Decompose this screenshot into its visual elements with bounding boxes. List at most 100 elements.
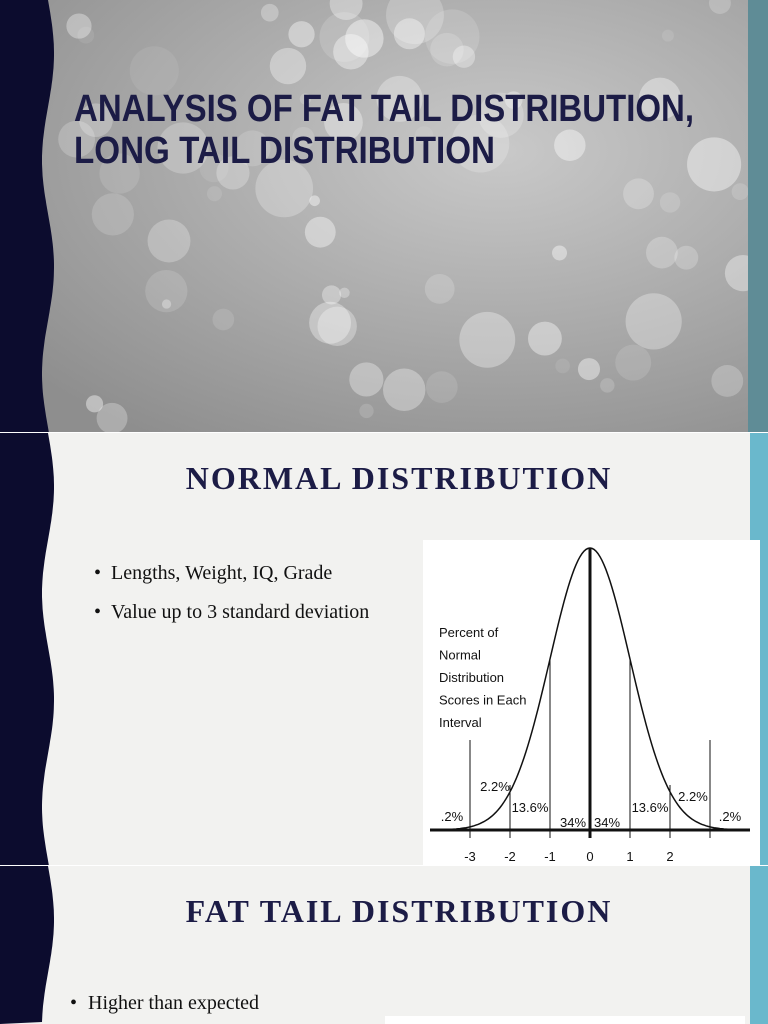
bokeh-circle — [638, 77, 682, 120]
bokeh-circle — [319, 12, 370, 62]
slide-background — [0, 866, 768, 1024]
bokeh-circle — [451, 114, 510, 173]
bokeh-circle — [687, 137, 742, 192]
bokeh-circle — [309, 195, 320, 207]
bokeh-circle — [625, 293, 682, 350]
axis-label: 1 — [626, 849, 633, 864]
bokeh-circle — [269, 47, 307, 85]
bokeh-circle — [414, 126, 434, 145]
bokeh-circle — [430, 32, 464, 67]
bullet-dot: • — [94, 601, 101, 623]
percent-label: 34% — [560, 815, 586, 830]
bokeh-circle — [145, 269, 188, 313]
percent-label: 13.6% — [632, 800, 669, 815]
slide-3[interactable]: FAT TAIL DISTRIBUTION • Higher than expe… — [0, 866, 768, 1024]
bokeh-circle — [504, 91, 523, 109]
percent-label: 13.6% — [512, 800, 549, 815]
bokeh-circle — [309, 301, 352, 344]
bokeh-circle — [77, 26, 95, 44]
figure-caption: Distribution — [439, 670, 504, 685]
slide-1[interactable]: ANALYSIS OF FAT TAIL DISTRIBUTION, LONG … — [0, 0, 768, 434]
bokeh-circle — [292, 126, 315, 150]
percent-label: 2.2% — [480, 779, 510, 794]
bokeh-circle — [91, 193, 134, 236]
bokeh-circle — [317, 306, 357, 347]
axis-label: 0 — [586, 849, 593, 864]
bokeh-circle — [333, 33, 369, 70]
bokeh-circle — [623, 178, 654, 210]
bokeh-circle — [66, 13, 92, 39]
bokeh-circle — [711, 365, 744, 397]
bokeh-circle — [731, 183, 749, 201]
percent-label: .2% — [441, 809, 464, 824]
left-band — [0, 433, 54, 865]
bokeh-circle — [324, 102, 363, 142]
bokeh-circle — [554, 129, 586, 161]
bokeh-circle — [459, 311, 516, 368]
bokeh-circle — [321, 285, 342, 305]
slide-title: ANALYSIS OF FAT TAIL DISTRIBUTION, — [74, 88, 694, 130]
left-bands — [0, 0, 54, 1024]
bokeh-circle — [359, 403, 374, 419]
axis-label: 2 — [666, 849, 673, 864]
bokeh-circle — [424, 274, 455, 304]
figure-caption: Scores in Each — [439, 693, 526, 708]
bokeh-circle — [79, 103, 113, 138]
figure-caption: Normal — [439, 648, 481, 663]
bokeh-circle — [329, 0, 363, 21]
slide-title: NORMAL DISTRIBUTION — [186, 460, 613, 496]
left-band — [0, 866, 54, 1024]
bullet-text: Higher than expected — [88, 992, 259, 1014]
bokeh-circle — [661, 29, 674, 42]
slide-title: FAT TAIL DISTRIBUTION — [186, 893, 613, 929]
bokeh-circle — [600, 378, 615, 393]
bokeh-circle — [577, 358, 601, 381]
figure-caption: Percent of — [439, 625, 499, 640]
bokeh-circle — [216, 156, 250, 190]
bokeh-decoration — [58, 0, 762, 434]
bokeh-circle — [85, 395, 104, 413]
bokeh-circle — [260, 3, 279, 22]
bokeh-circle — [199, 153, 229, 183]
bokeh-circle — [393, 18, 425, 50]
bokeh-circle — [615, 344, 652, 381]
bokeh-circle — [212, 308, 235, 331]
bokeh-circle — [99, 153, 140, 194]
bokeh-circle — [129, 46, 179, 96]
bokeh-circle — [646, 236, 678, 269]
bokeh-circle — [552, 245, 568, 261]
figure-caption: Interval — [439, 715, 482, 730]
bokeh-circle — [527, 321, 562, 356]
left-band — [0, 0, 54, 432]
bokeh-circle — [58, 120, 96, 158]
bullet-text: Value up to 3 standard deviation — [111, 601, 369, 623]
bokeh-circle — [255, 159, 314, 218]
bokeh-circle — [234, 130, 271, 167]
bokeh-circle — [161, 299, 172, 309]
bokeh-circle — [674, 245, 699, 270]
bokeh-circle — [478, 92, 524, 138]
accent-strip — [750, 866, 768, 1024]
bokeh-circle — [386, 0, 444, 45]
slide-background — [0, 0, 768, 432]
bokeh-circle — [349, 362, 384, 397]
normal-curve-figure: .2%2.2%13.6%34% 34%13.6%2.2%.2%-3 -2 -1 0 1 2P… — [423, 540, 760, 865]
bokeh-circle — [304, 216, 336, 248]
bokeh-circle — [659, 192, 681, 213]
bokeh-circle — [709, 0, 731, 14]
bokeh-circle — [452, 45, 476, 68]
bokeh-circle — [376, 75, 423, 122]
accent-strip — [748, 0, 768, 432]
bokeh-circle — [345, 19, 384, 58]
axis-label: -1 — [544, 849, 556, 864]
bullet-dot: • — [70, 992, 77, 1014]
axis-label: -3 — [464, 849, 476, 864]
bokeh-circle — [299, 93, 312, 105]
bullet-text: Lengths, Weight, IQ, Grade — [111, 562, 332, 584]
percent-label: 34% — [594, 815, 620, 830]
bokeh-circle — [147, 219, 191, 263]
bokeh-circle — [382, 368, 426, 411]
slide-2[interactable]: NORMAL DISTRIBUTION • Lengths, Weight, I… — [0, 433, 768, 865]
